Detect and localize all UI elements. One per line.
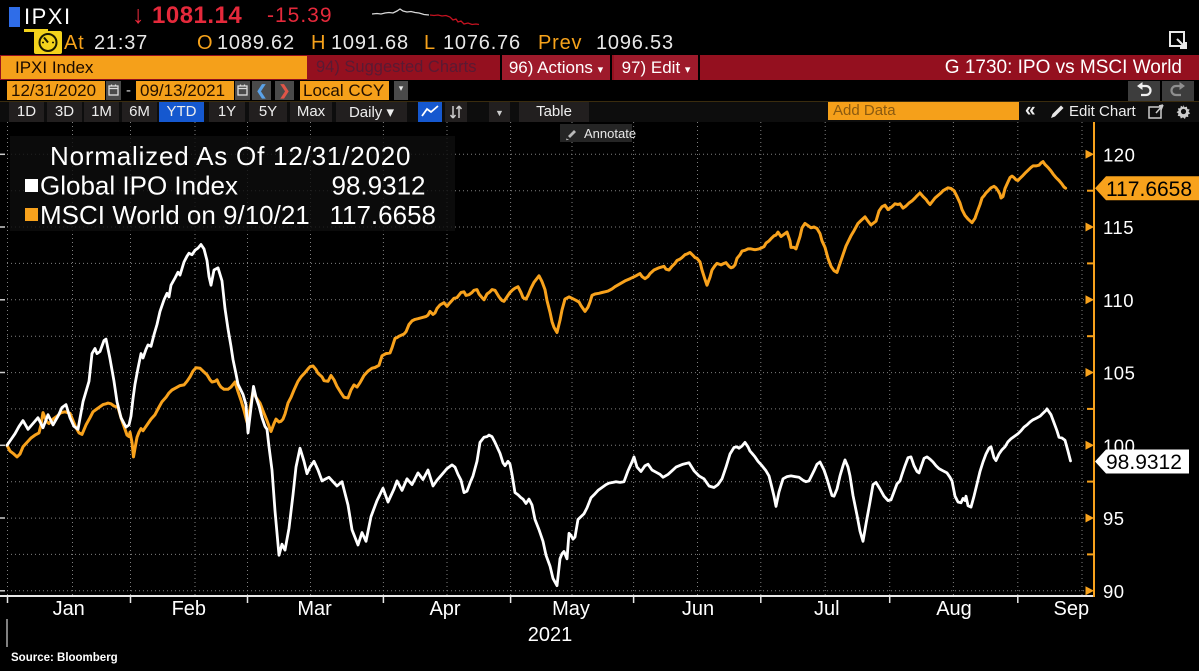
svg-text:Feb: Feb (172, 598, 206, 620)
svg-text:2021: 2021 (528, 624, 573, 646)
svg-text:Jun: Jun (682, 598, 714, 620)
svg-text:Sep: Sep (1054, 598, 1090, 620)
svg-text:Annotate: Annotate (584, 126, 636, 141)
svg-text:117.6658: 117.6658 (1106, 178, 1192, 201)
svg-text:110: 110 (1103, 290, 1134, 311)
svg-text:120: 120 (1103, 144, 1135, 165)
svg-text:95: 95 (1103, 508, 1125, 529)
svg-text:Source: Bloomberg: Source: Bloomberg (11, 652, 118, 664)
svg-text:Jan: Jan (53, 598, 85, 620)
svg-text:105: 105 (1103, 363, 1135, 384)
svg-text:MSCI World on 9/10/21: MSCI World on 9/10/21 (40, 200, 310, 230)
svg-text:Mar: Mar (297, 598, 332, 620)
svg-text:Apr: Apr (429, 598, 460, 620)
svg-text:Jul: Jul (814, 598, 840, 620)
svg-text:Aug: Aug (936, 598, 972, 620)
svg-text:May: May (552, 598, 590, 620)
svg-text:117.6658: 117.6658 (329, 200, 436, 230)
svg-text:90: 90 (1103, 581, 1125, 602)
svg-text:Normalized As Of 12/31/2020: Normalized As Of 12/31/2020 (50, 141, 411, 171)
svg-text:Global IPO Index: Global IPO Index (40, 171, 238, 201)
svg-text:98.9312: 98.9312 (1106, 451, 1182, 474)
svg-text:115: 115 (1103, 217, 1134, 238)
svg-text:98.9312: 98.9312 (332, 171, 426, 201)
